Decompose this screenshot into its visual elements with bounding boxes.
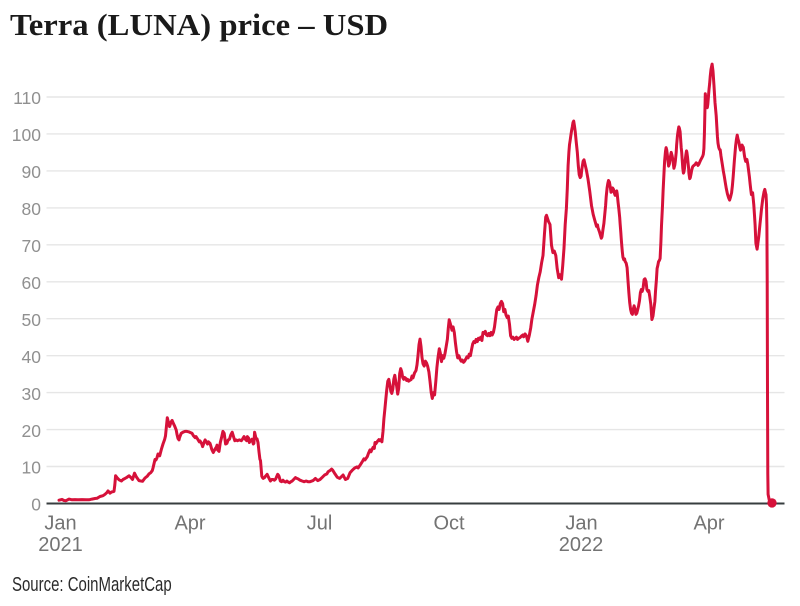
- svg-text:Jul: Jul: [307, 513, 333, 535]
- svg-text:50: 50: [22, 310, 42, 330]
- svg-text:90: 90: [22, 162, 42, 182]
- svg-text:80: 80: [22, 199, 42, 219]
- svg-text:Oct: Oct: [433, 513, 465, 535]
- svg-text:0: 0: [31, 495, 41, 515]
- svg-text:10: 10: [22, 458, 42, 478]
- svg-text:60: 60: [22, 273, 42, 293]
- svg-text:40: 40: [22, 347, 42, 367]
- svg-text:100: 100: [12, 125, 41, 145]
- svg-text:110: 110: [13, 88, 41, 108]
- svg-text:Apr: Apr: [693, 513, 724, 535]
- svg-text:Apr: Apr: [174, 513, 205, 535]
- svg-text:70: 70: [22, 236, 42, 256]
- svg-text:Jan: Jan: [44, 513, 76, 535]
- svg-text:2021: 2021: [38, 534, 83, 556]
- svg-text:Jan: Jan: [565, 513, 597, 535]
- svg-text:30: 30: [22, 384, 42, 404]
- svg-text:20: 20: [22, 421, 42, 441]
- svg-text:2022: 2022: [559, 534, 604, 556]
